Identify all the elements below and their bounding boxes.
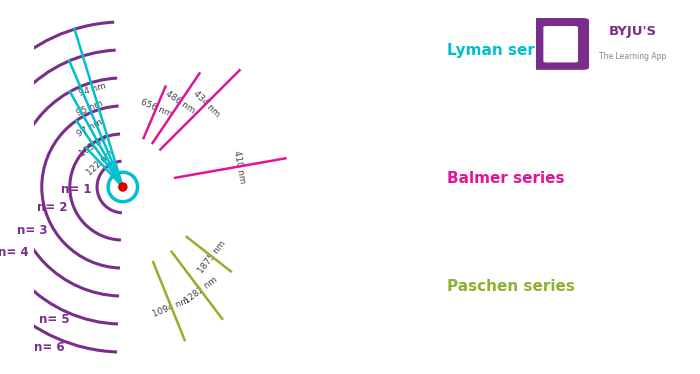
Text: n= 6: n= 6 xyxy=(34,341,64,354)
Text: n= 2: n= 2 xyxy=(37,201,67,214)
Circle shape xyxy=(119,183,127,191)
Text: 95 nm: 95 nm xyxy=(75,99,104,118)
Text: n= 3: n= 3 xyxy=(17,224,48,237)
Text: 1282 nm: 1282 nm xyxy=(183,275,219,306)
Text: 97 nm: 97 nm xyxy=(76,117,104,138)
Text: 103 nm: 103 nm xyxy=(78,132,111,159)
FancyBboxPatch shape xyxy=(536,13,693,75)
Text: BYJU'S: BYJU'S xyxy=(609,25,657,38)
Text: 486 nm: 486 nm xyxy=(164,90,196,116)
Text: 410 nm: 410 nm xyxy=(232,149,246,184)
Text: Balmer series: Balmer series xyxy=(447,171,565,186)
FancyBboxPatch shape xyxy=(543,26,578,62)
Text: n= 4: n= 4 xyxy=(0,246,29,260)
FancyBboxPatch shape xyxy=(533,18,589,70)
Text: 1094 nm: 1094 nm xyxy=(152,296,191,319)
Text: n= 1: n= 1 xyxy=(61,183,91,196)
Text: 1875 nm: 1875 nm xyxy=(197,239,228,275)
Text: Lyman series: Lyman series xyxy=(447,43,559,58)
Text: 434 nm: 434 nm xyxy=(191,89,221,119)
Text: 656 nm: 656 nm xyxy=(139,98,174,119)
Text: 122 nm: 122 nm xyxy=(85,148,116,178)
Text: 94 nm: 94 nm xyxy=(78,81,107,98)
Text: The Learning App: The Learning App xyxy=(599,52,667,61)
Text: n= 5: n= 5 xyxy=(38,313,69,326)
Text: Paschen series: Paschen series xyxy=(447,279,575,294)
